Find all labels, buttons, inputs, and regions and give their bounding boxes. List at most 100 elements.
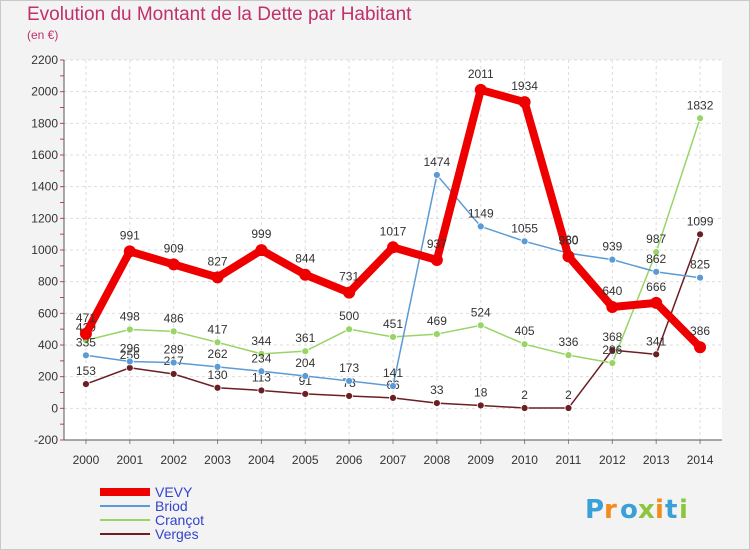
data-label: 1055 [511, 221, 538, 235]
data-label: 987 [646, 232, 666, 246]
svg-text:t: t [665, 495, 677, 525]
y-tick-label: 1200 [31, 211, 58, 225]
data-point [301, 372, 310, 380]
data-label: 18 [474, 385, 488, 399]
data-point [432, 171, 441, 179]
svg-text:i: i [679, 495, 688, 525]
y-tick-label: 0 [51, 401, 58, 415]
data-point [389, 382, 397, 390]
data-point [564, 404, 573, 412]
x-tick-label: 2007 [380, 453, 407, 467]
data-label: 960 [558, 233, 578, 247]
x-tick-label: 2003 [204, 453, 231, 467]
data-label: 2 [565, 388, 572, 402]
x-tick-label: 2009 [467, 453, 494, 467]
data-point [608, 359, 617, 367]
y-tick-label: 2200 [31, 53, 58, 67]
data-label: 731 [339, 270, 359, 284]
y-tick-label: 2000 [31, 85, 58, 99]
data-point [125, 357, 134, 366]
data-label: 289 [164, 343, 184, 357]
data-point [301, 390, 310, 398]
y-tick-label: 600 [38, 306, 58, 320]
data-label: 909 [164, 241, 184, 255]
data-point [345, 377, 354, 385]
svg-text:i: i [655, 495, 664, 525]
y-tick-label: 400 [38, 338, 58, 352]
data-point [389, 333, 397, 341]
data-label: 141 [383, 366, 403, 380]
data-label: 2 [521, 388, 528, 402]
data-label: 1149 [468, 206, 494, 220]
data-label: 827 [208, 254, 228, 268]
data-label: 386 [690, 324, 710, 338]
y-tick-label: -200 [34, 433, 58, 447]
data-point [562, 250, 575, 263]
data-point [213, 383, 222, 392]
data-point [652, 350, 661, 359]
x-tick-label: 2000 [73, 453, 100, 467]
data-label: 341 [646, 334, 666, 348]
data-point [430, 253, 443, 266]
legend-label: Crançot [155, 512, 204, 528]
svg-text:x: x [638, 495, 655, 525]
data-label: 256 [120, 348, 140, 362]
data-label: 405 [515, 324, 535, 338]
x-tick-label: 2008 [424, 453, 451, 467]
data-point [169, 327, 178, 336]
data-point [169, 358, 178, 367]
svg-text:P: P [585, 495, 604, 525]
data-point [432, 399, 441, 408]
data-label: 1832 [687, 98, 714, 112]
data-point [301, 347, 310, 356]
data-label: 999 [251, 227, 271, 241]
data-label: 234 [251, 351, 271, 365]
data-point [432, 330, 441, 338]
data-label: 344 [251, 334, 271, 348]
data-label: 262 [208, 347, 228, 361]
y-tick-label: 800 [38, 275, 58, 289]
data-label: 451 [383, 317, 403, 331]
x-tick-label: 2001 [116, 453, 143, 467]
data-point [564, 351, 573, 360]
data-point [79, 327, 92, 340]
data-label: 1934 [511, 79, 538, 93]
data-point [476, 401, 485, 410]
data-point [167, 258, 180, 271]
data-point [123, 245, 136, 258]
data-label: 204 [295, 356, 315, 370]
x-tick-label: 2004 [248, 453, 275, 467]
data-label: 335 [76, 335, 96, 349]
data-label: 33 [430, 383, 444, 397]
data-point [652, 248, 661, 256]
x-tick-label: 2006 [336, 453, 363, 467]
data-label: 500 [339, 309, 359, 323]
data-point [257, 367, 266, 376]
data-label: 471 [76, 311, 96, 325]
legend-label: VEVY [155, 484, 193, 500]
data-point [608, 255, 617, 264]
x-tick-label: 2005 [292, 453, 319, 467]
data-label: 153 [76, 364, 96, 378]
y-tick-label: 200 [38, 370, 58, 384]
data-label: 1099 [687, 214, 714, 228]
data-point [82, 380, 90, 389]
data-point [474, 83, 487, 96]
y-tick-label: 1000 [31, 243, 58, 257]
y-tick-label: 1600 [31, 148, 58, 162]
data-point [213, 338, 222, 347]
data-label: 368 [602, 330, 622, 344]
data-label: 844 [295, 252, 315, 266]
legend-label: Briod [155, 498, 188, 514]
data-label: 296 [120, 341, 140, 355]
data-point [299, 268, 312, 281]
svg-text:o: o [620, 495, 638, 525]
proxiti-logo: P r o x i t i [585, 495, 688, 525]
x-tick-label: 2013 [643, 453, 670, 467]
data-label: 862 [646, 252, 666, 266]
data-label: 498 [120, 309, 140, 323]
data-point [387, 241, 399, 254]
data-point [608, 346, 617, 354]
data-label: 130 [208, 368, 228, 382]
x-tick-label: 2012 [599, 453, 626, 467]
